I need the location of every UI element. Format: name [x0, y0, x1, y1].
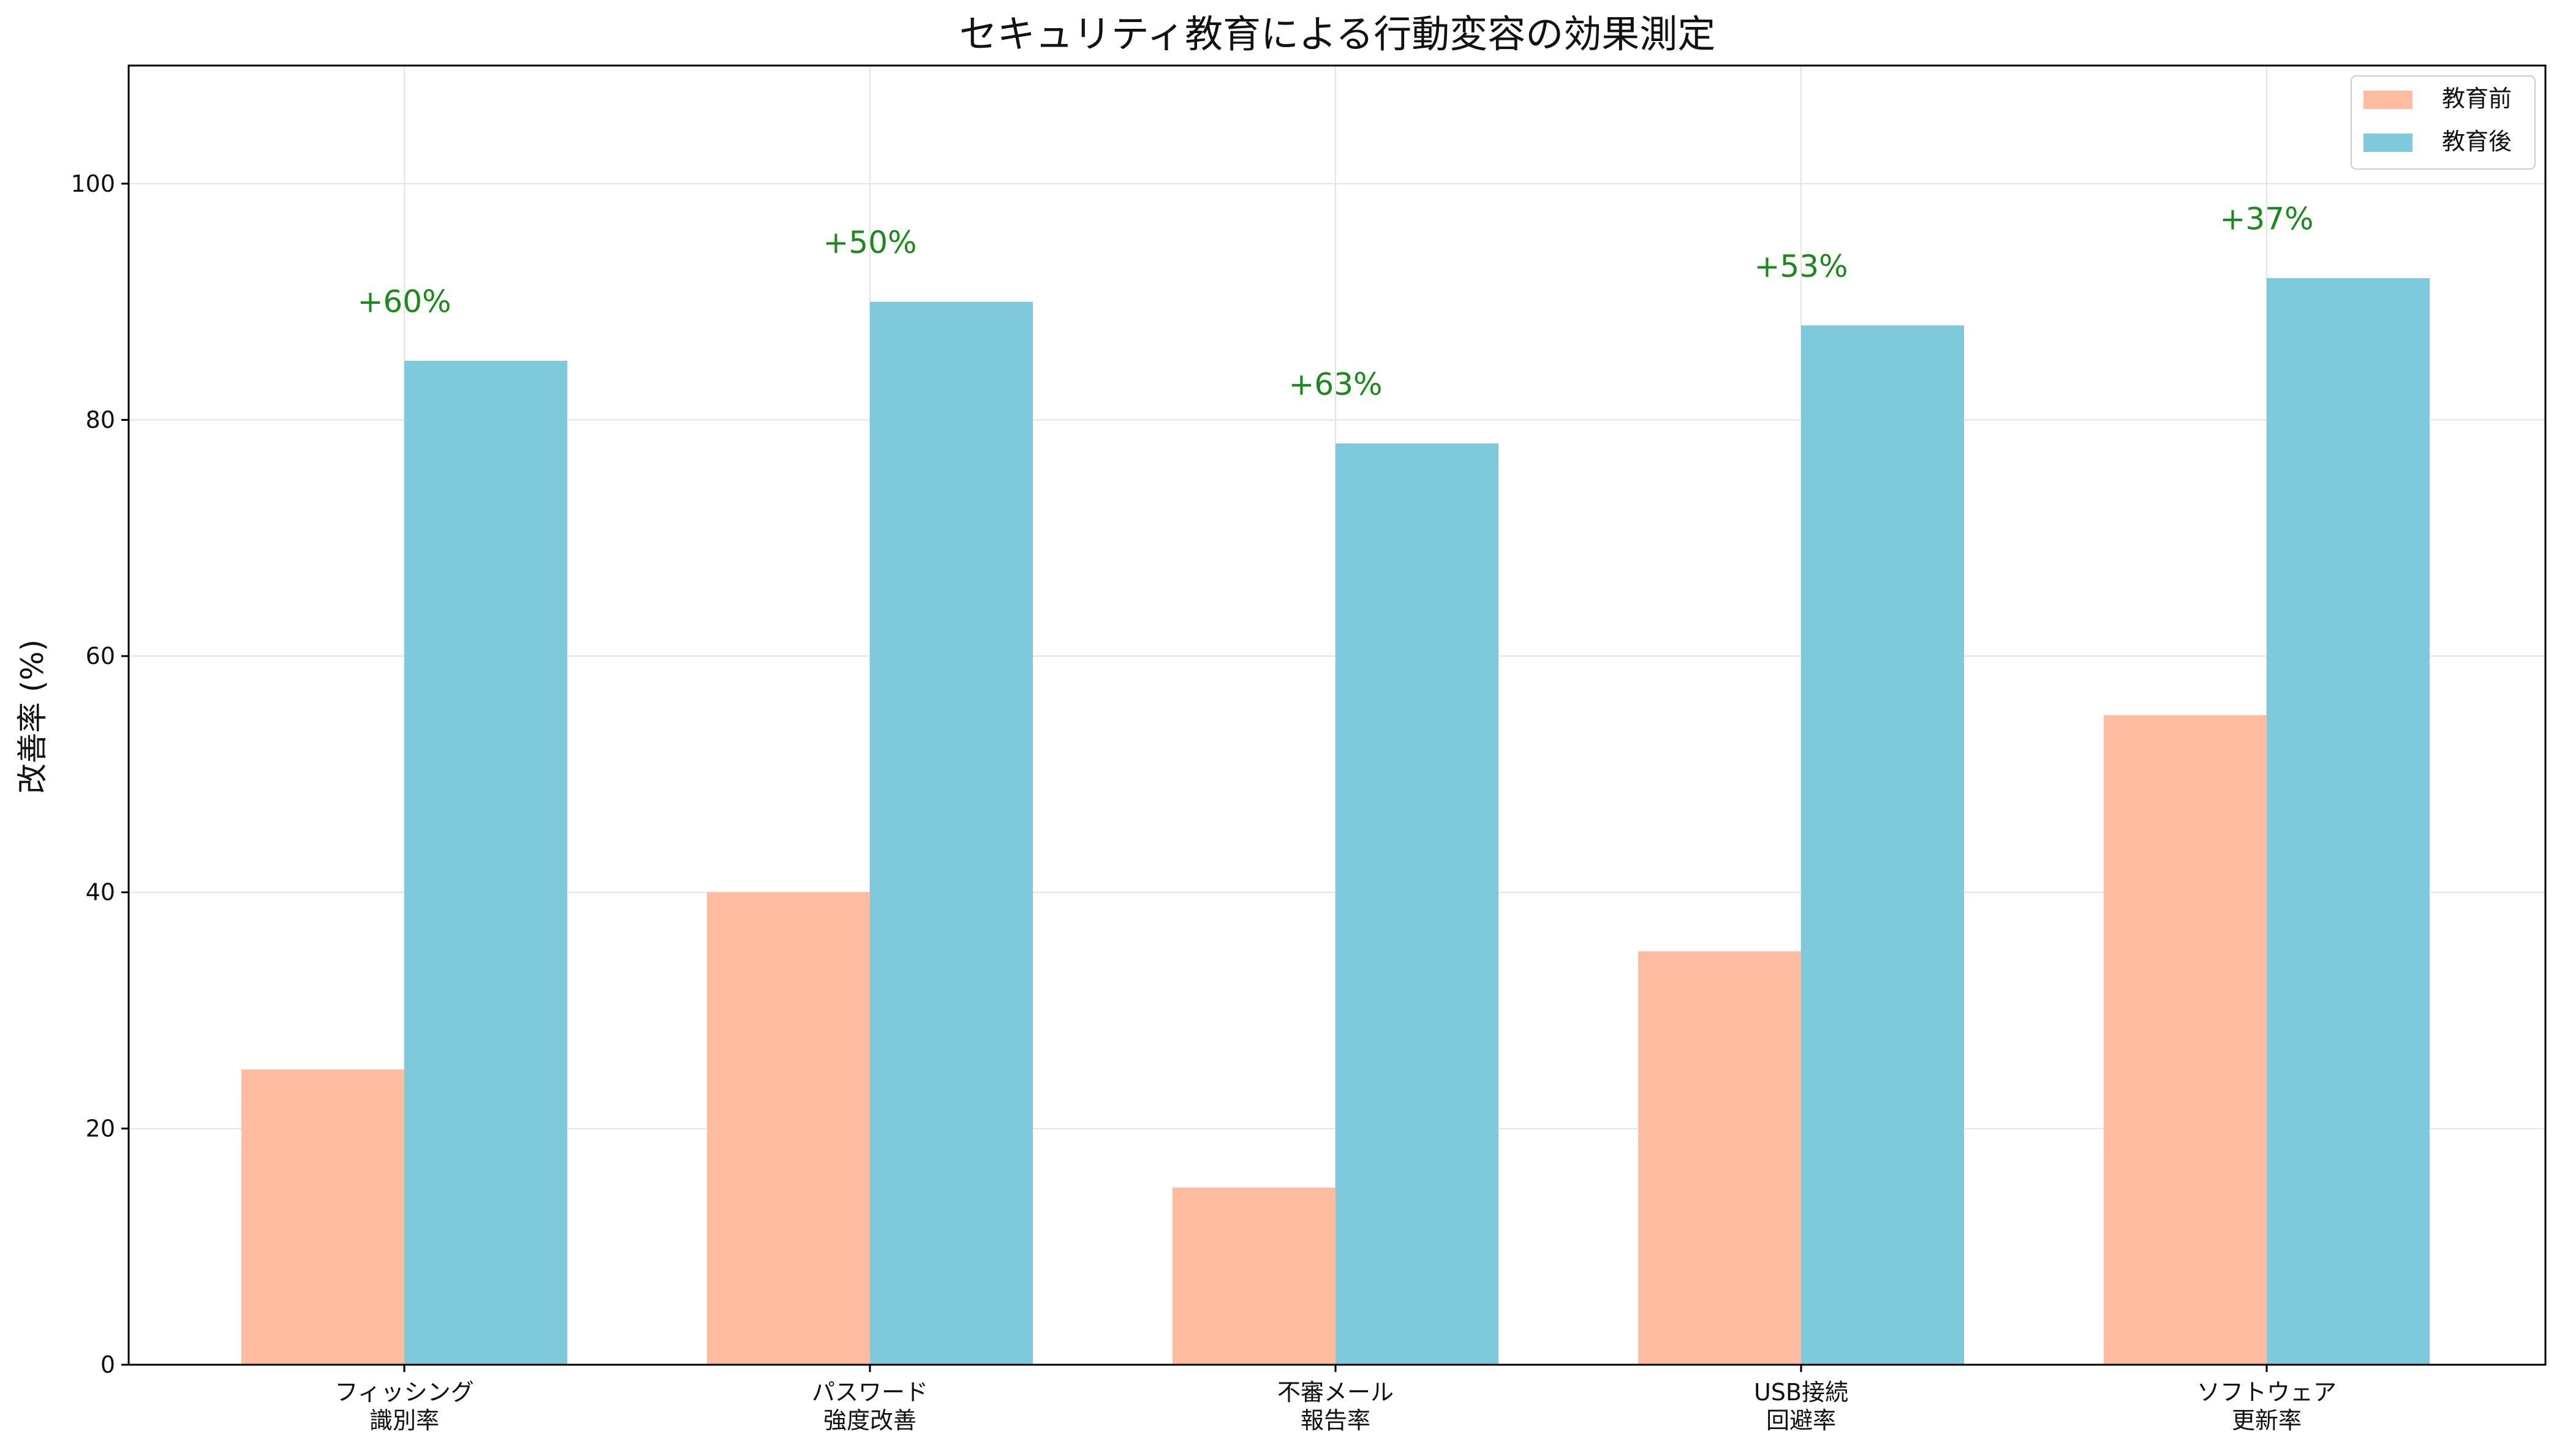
improvement-label: +50% — [823, 225, 916, 260]
annotations: +60% +50% +63% +53% +37% — [357, 202, 2313, 402]
y-axis-ticks: 0 20 40 60 80 100 — [70, 170, 129, 1378]
y-tick-label: 60 — [86, 643, 115, 670]
legend-label: 教育前 — [2442, 85, 2512, 112]
y-tick-label: 80 — [86, 406, 115, 433]
legend-label: 教育後 — [2442, 128, 2512, 155]
y-tick-label: 20 — [86, 1115, 115, 1142]
legend-swatch — [2363, 134, 2412, 152]
bar-after — [1801, 325, 1964, 1365]
improvement-label: +63% — [1288, 367, 1382, 402]
plot-frame — [127, 64, 2547, 1366]
improvement-label: +53% — [1754, 249, 1848, 284]
bar-after — [870, 301, 1033, 1365]
x-tick-label: USB接続回避率 — [1754, 1379, 1848, 1434]
improvement-label: +60% — [357, 284, 451, 320]
y-tick-label: 0 — [100, 1351, 115, 1378]
x-tick-label: ソフトウェア更新率 — [2197, 1379, 2337, 1434]
chart-title: セキュリティ教育による行動変容の効果測定 — [959, 12, 1715, 56]
bars — [241, 278, 2430, 1365]
x-axis-ticks: フィッシング識別率 パスワード強度改善 不審メール報告率 USB接続回避率 ソフトウェア… — [334, 1365, 2337, 1434]
bar-before — [1638, 951, 1801, 1365]
bar-after — [1336, 443, 1498, 1365]
x-tick-label: パスワード強度改善 — [812, 1379, 928, 1434]
x-tick-label: 不審メール報告率 — [1277, 1379, 1394, 1434]
bar-after — [404, 361, 567, 1365]
bar-before — [707, 892, 870, 1365]
bar-before — [1173, 1187, 1336, 1365]
legend-swatch — [2363, 91, 2412, 109]
y-tick-label: 40 — [86, 879, 115, 906]
bar-after — [2267, 278, 2430, 1365]
y-tick-label: 100 — [70, 170, 115, 197]
bar-before — [241, 1069, 404, 1365]
x-tick-label: フィッシング識別率 — [334, 1379, 474, 1434]
bar-before — [2104, 715, 2267, 1365]
y-axis-label: 改善率 (%) — [15, 639, 50, 794]
improvement-label: +37% — [2220, 202, 2313, 237]
